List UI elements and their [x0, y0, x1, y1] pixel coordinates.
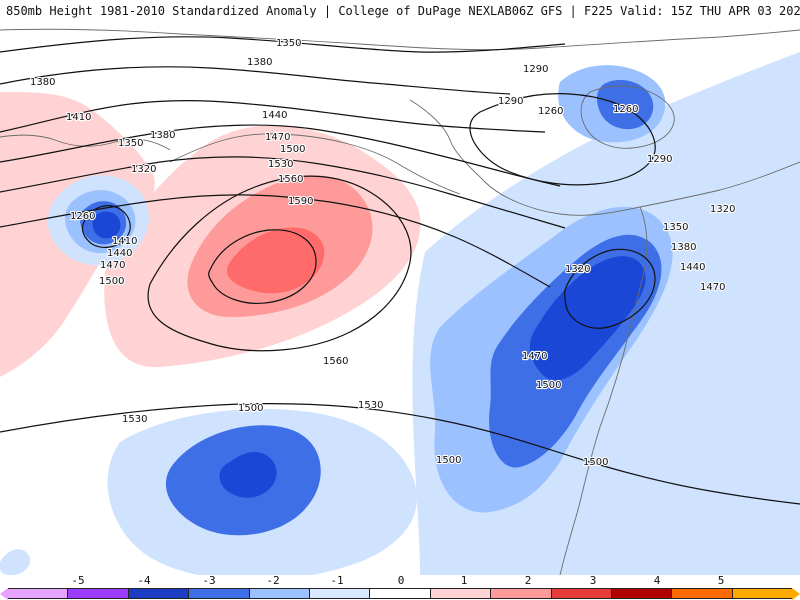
legend-arrow-right	[792, 588, 800, 600]
legend-swatch	[369, 589, 430, 598]
contour-label-1290-mid: 1290	[498, 96, 523, 107]
legend-swatch	[490, 589, 551, 598]
contour-1290	[469, 93, 656, 186]
legend-label-5: 5	[717, 574, 725, 587]
legend-labels: -5 -4 -3 -2 -1 0 1 2 3 4 5	[0, 575, 800, 587]
legend-colorbar	[8, 588, 793, 599]
legend-swatch	[429, 589, 491, 598]
legend: -5 -4 -3 -2 -1 0 1 2 3 4 5	[0, 575, 800, 600]
contour-label-1440-west: 1440	[107, 248, 132, 259]
contour-1320	[563, 248, 656, 329]
contour-label-1260-north: 1260	[538, 106, 563, 117]
legend-swatch	[248, 589, 309, 598]
contour-label-1380-west: 1380	[150, 130, 175, 141]
contour-label-1320: 1320	[565, 264, 590, 275]
legend-swatch	[67, 589, 128, 598]
contour-label-1500-south: 1500	[436, 455, 461, 466]
legend-label-neg2: -2	[266, 574, 280, 587]
map-title: 850mb Height 1981-2010 Standardized Anom…	[6, 4, 512, 18]
contour-label-1290: 1290	[523, 64, 548, 75]
contour-1470	[0, 156, 566, 229]
contour-1350	[0, 36, 566, 53]
contour-label-1350-west: 1350	[118, 138, 143, 149]
coastline-northern-rim	[0, 28, 800, 51]
contour-label-1350: 1350	[276, 38, 301, 49]
contour-1560	[147, 175, 412, 352]
contour-label-1380-east: 1380	[671, 242, 696, 253]
legend-swatch	[188, 589, 249, 598]
legend-swatch	[610, 589, 672, 598]
contour-label-1500-west: 1500	[99, 276, 124, 287]
contour-1440	[0, 124, 561, 187]
contour-label-1530: 1530	[122, 414, 147, 425]
legend-label-1: 1	[460, 574, 468, 587]
contour-label-1260: 1260	[70, 211, 95, 222]
contour-label-1290-ne: 1290	[647, 154, 672, 165]
coastline-west-coast	[559, 206, 648, 575]
contour-label-1380: 1380	[30, 77, 55, 88]
map-valid-time: 06Z GFS | F225 Valid: 15Z THU APR 03 202…	[511, 4, 800, 18]
map-svg: 1350 1380 1410 1440 1470 1500 1530 1560 …	[0, 22, 800, 575]
contour-label-1560: 1560	[323, 356, 348, 367]
coastline-hudson	[580, 85, 675, 149]
contour-1590	[208, 229, 317, 304]
legend-swatch	[127, 589, 189, 598]
legend-label-neg4: -4	[137, 574, 151, 587]
contour-label-1530-south: 1530	[358, 400, 383, 411]
legend-label-neg1: -1	[330, 574, 344, 587]
contour-label-1410: 1410	[66, 112, 91, 123]
legend-arrow-left	[0, 588, 8, 600]
legend-label-neg5: -5	[71, 574, 85, 587]
contour-label-1380-north: 1380	[247, 57, 272, 68]
contour-label-1440: 1440	[262, 110, 287, 121]
legend-swatch	[550, 589, 611, 598]
legend-swatch	[731, 589, 793, 598]
map-header: 850mb Height 1981-2010 Standardized Anom…	[0, 0, 800, 22]
contour-label-1500: 1500	[280, 144, 305, 155]
legend-label-2: 2	[524, 574, 532, 587]
contour-label-1320-west: 1320	[131, 164, 156, 175]
anomaly-negative-strong-low-west	[92, 211, 121, 239]
contour-label-1530-top: 1530	[268, 159, 293, 170]
legend-label-4: 4	[653, 574, 661, 587]
contour-label-1500-south-east: 1500	[583, 457, 608, 468]
anomaly-negative-strong-east	[529, 256, 646, 381]
contour-label-1440-east: 1440	[680, 262, 705, 273]
legend-label-0: 0	[397, 574, 405, 587]
legend-swatch	[671, 589, 732, 598]
contour-label-1500-s: 1500	[536, 380, 561, 391]
contour-label-1350-east: 1350	[663, 222, 688, 233]
legend-swatch	[308, 589, 370, 598]
anomaly-positive-medium-core	[226, 227, 325, 294]
legend-label-3: 3	[589, 574, 597, 587]
contour-label-1560-top: 1560	[278, 174, 303, 185]
contour-label-1470-s: 1470	[522, 351, 547, 362]
contour-label-1470-east: 1470	[700, 282, 725, 293]
contour-1530	[0, 403, 800, 505]
contour-label-1410-west: 1410	[112, 236, 137, 247]
contour-label-1320-east: 1320	[710, 204, 735, 215]
contour-label-1500-sw: 1500	[238, 403, 263, 414]
contour-label-1470-west: 1470	[100, 260, 125, 271]
coastline-alaska-arc	[169, 133, 461, 195]
contour-label-1260-ne: 1260	[613, 104, 638, 115]
contour-1500	[0, 194, 551, 288]
map-plot: 1350 1380 1410 1440 1470 1500 1530 1560 …	[0, 22, 800, 575]
legend-label-neg3: -3	[202, 574, 216, 587]
contour-1380	[0, 66, 511, 95]
contour-1410	[0, 100, 546, 133]
contour-1260	[81, 205, 131, 248]
contour-label-1470: 1470	[265, 132, 290, 143]
contour-label-1590: 1590	[288, 196, 313, 207]
coastline-northeast	[409, 99, 800, 216]
anomaly-negative-strong-south-sw	[219, 451, 277, 498]
legend-swatch	[8, 589, 68, 598]
anomaly-negative-pale-bottom-left	[0, 549, 31, 575]
